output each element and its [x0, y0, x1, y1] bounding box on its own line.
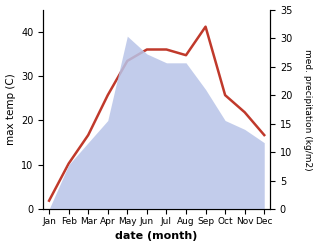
X-axis label: date (month): date (month): [115, 231, 198, 242]
Y-axis label: max temp (C): max temp (C): [5, 74, 16, 145]
Y-axis label: med. precipitation (kg/m2): med. precipitation (kg/m2): [303, 49, 313, 170]
